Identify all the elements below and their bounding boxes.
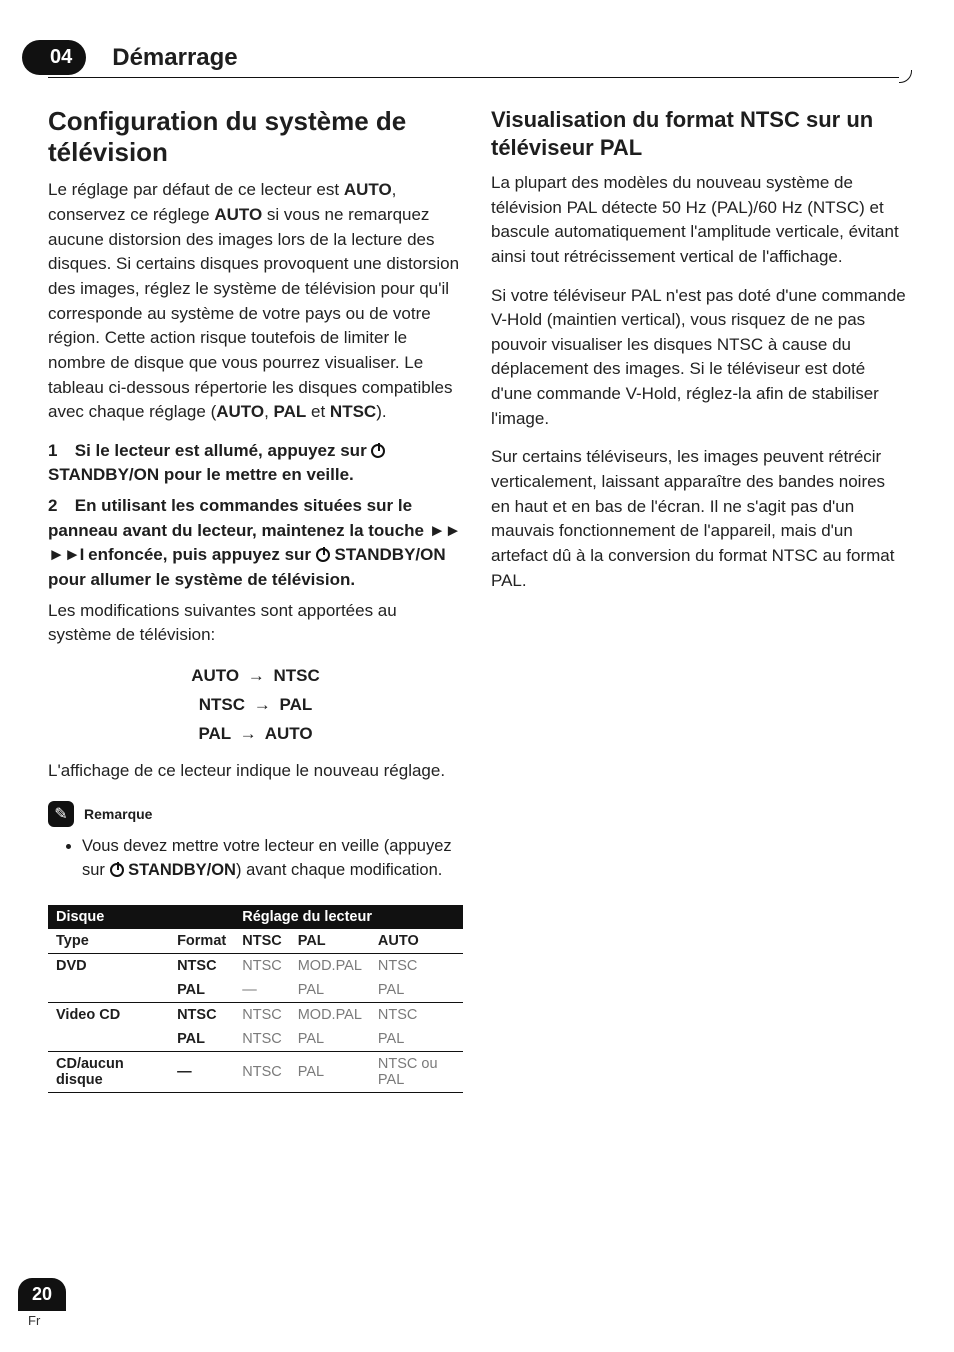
seq-to: NTSC: [274, 666, 320, 685]
cell: [48, 1027, 169, 1052]
text: si vous ne remarquez aucune distorsion d…: [48, 205, 459, 421]
note-item: Vous devez mettre votre lecteur en veill…: [82, 835, 463, 883]
cell: CD/aucun disque: [48, 1052, 169, 1093]
page-number-badge: 20: [18, 1278, 66, 1311]
subsection-heading: Visualisation du format NTSC sur un télé…: [491, 106, 906, 161]
step-text: STANDBY/ON pour le mettre en veille.: [48, 465, 354, 484]
left-column: Configuration du système de télévision L…: [48, 106, 463, 1093]
cell: NTSC: [234, 954, 289, 979]
cell: PAL: [169, 1027, 234, 1052]
after-sequence-text: L'affichage de ce lecteur indique le nou…: [48, 759, 463, 784]
table-row: PAL — PAL PAL: [48, 978, 463, 1003]
cell: —: [169, 1052, 234, 1093]
step-2-body: Les modifications suivantes sont apporté…: [48, 599, 463, 648]
paragraph: Si votre téléviseur PAL n'est pas doté d…: [491, 284, 906, 432]
text: ,: [264, 402, 273, 421]
text: ) avant chaque modification.: [236, 861, 442, 879]
text: et: [306, 402, 330, 421]
step-text: enfoncée, puis appuyez sur: [88, 545, 316, 564]
col-header: Type: [48, 929, 169, 954]
cell: NTSC: [169, 1003, 234, 1028]
col-header: Format: [169, 929, 234, 954]
seq-from: NTSC: [199, 695, 245, 714]
step-text: Si le lecteur est allumé, appuyez sur: [75, 441, 372, 460]
chapter-number-badge: 04: [22, 40, 86, 75]
chapter-header: 04 Démarrage: [48, 40, 906, 78]
text: ).: [376, 402, 386, 421]
cell: —: [234, 978, 289, 1003]
cell: DVD: [48, 954, 169, 979]
cell: PAL: [370, 978, 463, 1003]
col-header: AUTO: [370, 929, 463, 954]
mode-sequence: AUTO → NTSC NTSC → PAL PAL → AUTO: [48, 662, 463, 749]
page-footer: 20 Fr: [18, 1278, 66, 1328]
table-row: Video CD NTSC NTSC MOD.PAL NTSC: [48, 1003, 463, 1028]
text-bold: AUTO: [216, 402, 264, 421]
two-column-layout: Configuration du système de télévision L…: [48, 106, 906, 1093]
cell: PAL: [290, 1027, 370, 1052]
col-header: Disque: [48, 905, 234, 929]
cell: PAL: [169, 978, 234, 1003]
table-row: PAL NTSC PAL PAL: [48, 1027, 463, 1052]
table-row: DVD NTSC NTSC MOD.PAL NTSC: [48, 954, 463, 979]
sequence-line: AUTO → NTSC: [48, 662, 463, 691]
step-text: En utilisant les commandes situées sur l…: [48, 496, 429, 540]
section-heading: Configuration du système de télévision: [48, 106, 463, 168]
text-bold: PAL: [274, 402, 307, 421]
text-bold: AUTO: [344, 180, 392, 199]
power-icon: [110, 863, 124, 877]
power-icon: [371, 444, 385, 458]
cell: NTSC ou PAL: [370, 1052, 463, 1093]
intro-paragraph: Le réglage par défaut de ce lecteur est …: [48, 178, 463, 424]
cell: NTSC: [370, 954, 463, 979]
note-header: ✎ Remarque: [48, 801, 463, 827]
text: Le réglage par défaut de ce lecteur est: [48, 180, 344, 199]
cell: PAL: [290, 1052, 370, 1093]
seq-to: AUTO: [265, 724, 313, 743]
paragraph: Sur certains téléviseurs, les images peu…: [491, 445, 906, 593]
cell: [48, 978, 169, 1003]
text-bold: NTSC: [330, 402, 376, 421]
step-number: 1: [48, 439, 70, 464]
text-bold: STANDBY/ON: [128, 861, 236, 879]
col-header: Réglage du lecteur: [234, 905, 463, 929]
arrow-right-icon: →: [254, 691, 271, 720]
table-header-row-2: Type Format NTSC PAL AUTO: [48, 929, 463, 954]
cell: Video CD: [48, 1003, 169, 1028]
seq-from: PAL: [198, 724, 230, 743]
cell: NTSC: [169, 954, 234, 979]
cell: NTSC: [370, 1003, 463, 1028]
cell: NTSC: [234, 1052, 289, 1093]
seq-from: AUTO: [191, 666, 239, 685]
text-bold: AUTO: [214, 205, 262, 224]
arrow-right-icon: →: [240, 720, 257, 749]
step-2: 2 En utilisant les commandes situées sur…: [48, 494, 463, 593]
cell: MOD.PAL: [290, 954, 370, 979]
pencil-icon: ✎: [48, 801, 74, 827]
cell: MOD.PAL: [290, 1003, 370, 1028]
col-header: PAL: [290, 929, 370, 954]
step-number: 2: [48, 494, 70, 519]
language-code: Fr: [28, 1313, 66, 1328]
power-icon: [316, 548, 330, 562]
table-row: CD/aucun disque — NTSC PAL NTSC ou PAL: [48, 1052, 463, 1093]
sequence-line: NTSC → PAL: [48, 691, 463, 720]
compatibility-table: Disque Réglage du lecteur Type Format NT…: [48, 905, 463, 1093]
paragraph: La plupart des modèles du nouveau systèm…: [491, 171, 906, 270]
note-label: Remarque: [84, 806, 152, 822]
cell: NTSC: [234, 1003, 289, 1028]
seq-to: PAL: [280, 695, 313, 714]
arrow-right-icon: →: [248, 662, 265, 691]
step-1: 1 Si le lecteur est allumé, appuyez sur …: [48, 439, 463, 488]
cell: PAL: [370, 1027, 463, 1052]
right-column: Visualisation du format NTSC sur un télé…: [491, 106, 906, 1093]
chapter-title: Démarrage: [112, 44, 237, 72]
cell: PAL: [290, 978, 370, 1003]
note-list: Vous devez mettre votre lecteur en veill…: [48, 835, 463, 883]
cell: NTSC: [234, 1027, 289, 1052]
table-header-row-1: Disque Réglage du lecteur: [48, 905, 463, 929]
sequence-line: PAL → AUTO: [48, 720, 463, 749]
col-header: NTSC: [234, 929, 289, 954]
